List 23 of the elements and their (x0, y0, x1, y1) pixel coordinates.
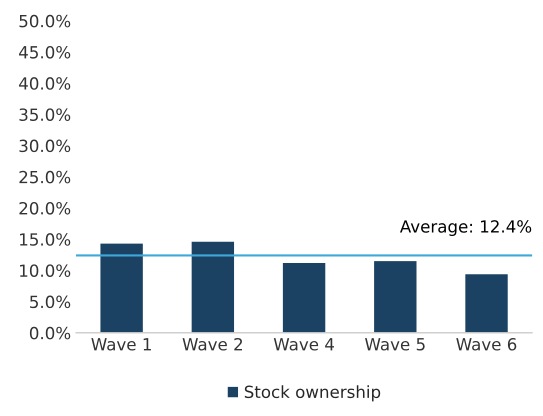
y-tick-label: 45.0% (19, 46, 70, 59)
x-tick-label: Wave 1 (91, 338, 151, 351)
bar (464, 272, 510, 333)
x-tick-label: Wave 2 (182, 338, 242, 351)
ref-line-label: Average: 12.4% (400, 220, 532, 236)
y-tick-label: 20.0% (19, 202, 70, 215)
y-tick-label: 5.0% (30, 296, 70, 308)
y-tick-label: 30.0% (19, 140, 70, 152)
y-tick-label: 15.0% (20, 233, 70, 246)
x-tick-label: Wave 5 (365, 338, 425, 351)
y-tick-label: 25.0% (19, 170, 70, 184)
x-tick-label: Wave 4 (274, 338, 334, 351)
y-tick-label: 50.0% (20, 14, 70, 28)
y-tick-label: 10.0% (20, 264, 70, 277)
bar (190, 240, 236, 333)
y-tick-label: 35.0% (19, 108, 70, 121)
legend-label: Stock ownership (244, 385, 380, 402)
bar (372, 260, 418, 333)
y-tick-label: 40.0% (19, 77, 70, 90)
y-tick-label: 0.0% (30, 326, 70, 340)
x-tick-label: Wave 6 (456, 338, 516, 351)
bar (99, 242, 144, 333)
bar (281, 262, 327, 333)
